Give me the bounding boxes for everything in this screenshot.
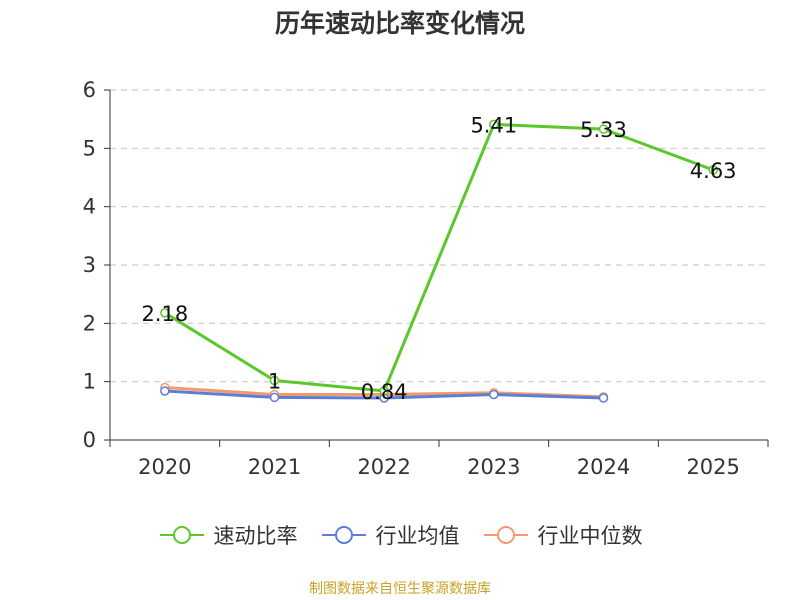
y-tick-label: 6 bbox=[83, 78, 96, 102]
data-label: 5.41 bbox=[470, 113, 517, 137]
series-point-0 bbox=[708, 165, 718, 175]
legend-quick-ratio-icon bbox=[159, 526, 204, 544]
legend-item-industry-average[interactable]: 行业均值 bbox=[320, 520, 460, 550]
legend-industry-average-icon bbox=[321, 526, 366, 544]
legend: 速动比率 行业均值 行业中位数 bbox=[0, 520, 800, 550]
y-tick-label: 1 bbox=[83, 370, 96, 394]
y-tick-label: 5 bbox=[83, 136, 96, 160]
x-tick-label: 2020 bbox=[138, 455, 191, 479]
series-point-0 bbox=[269, 375, 280, 386]
legend-label-industry-average: 行业均值 bbox=[375, 524, 460, 548]
series-point-0 bbox=[379, 386, 389, 396]
series-layer bbox=[160, 119, 718, 403]
x-tick-label: 2021 bbox=[248, 455, 301, 479]
axis-layer: 0 1 2 3 4 5 6 2020 2021 2022 2023 2024 2025 bbox=[83, 78, 769, 479]
x-tick-label: 2024 bbox=[577, 455, 630, 479]
series-point-1 bbox=[598, 393, 609, 403]
x-tick-label: 2023 bbox=[467, 455, 520, 479]
series-point-0 bbox=[598, 124, 609, 134]
data-label: 5.33 bbox=[580, 118, 627, 142]
y-tick-label: 3 bbox=[83, 253, 96, 277]
legend-label-industry-median: 行业中位数 bbox=[537, 524, 643, 548]
grid-layer bbox=[110, 89, 768, 383]
label-layer: 2.18 1 0.84 5.41 5.33 4.63 bbox=[141, 113, 736, 404]
chart-title: 历年速动比率变化情况 bbox=[274, 9, 525, 38]
series-point-0 bbox=[489, 119, 499, 130]
data-source-footer: 制图数据来自恒生聚源数据库 bbox=[309, 581, 491, 597]
series-line-0 bbox=[164, 122, 714, 393]
series-point-0 bbox=[160, 308, 170, 318]
legend-item-industry-median[interactable]: 行业中位数 bbox=[482, 520, 643, 550]
series-point-1 bbox=[489, 389, 499, 400]
y-tick-label: 2 bbox=[83, 311, 96, 335]
legend-industry-median-icon bbox=[483, 526, 528, 544]
series-point-1 bbox=[160, 386, 170, 396]
legend-label-quick-ratio: 速动比率 bbox=[213, 524, 298, 548]
data-label: 1 bbox=[268, 370, 281, 394]
x-tick-label: 2025 bbox=[686, 455, 739, 479]
y-tick-label: 4 bbox=[83, 195, 96, 219]
series-point-1 bbox=[269, 392, 280, 403]
data-label: 4.63 bbox=[690, 159, 737, 183]
y-tick-label: 0 bbox=[83, 428, 96, 452]
data-label: 2.18 bbox=[141, 302, 188, 326]
legend-item-quick-ratio[interactable]: 速动比率 bbox=[158, 520, 298, 550]
data-label: 0.84 bbox=[361, 380, 408, 404]
x-tick-label: 2022 bbox=[357, 455, 410, 479]
